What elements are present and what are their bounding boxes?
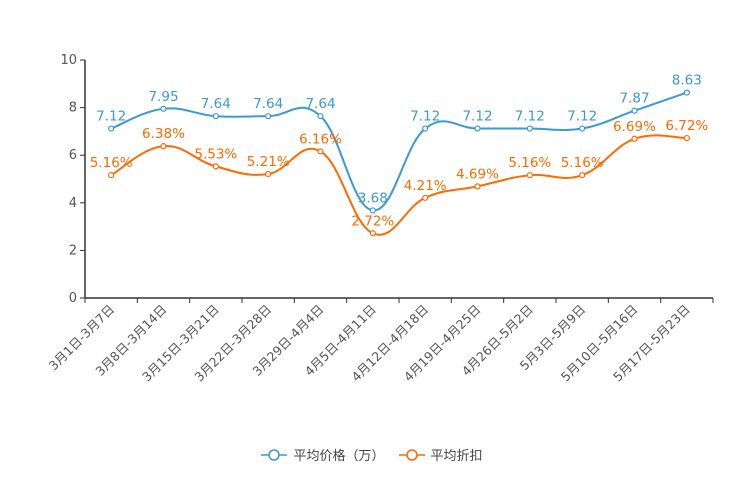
data-point xyxy=(317,113,324,120)
data-point xyxy=(631,135,638,142)
data-label: 6.72% xyxy=(665,118,708,134)
data-point xyxy=(474,183,481,190)
data-point xyxy=(474,125,481,132)
data-point xyxy=(579,172,586,179)
legend-label: 平均折扣 xyxy=(430,449,483,464)
data-point xyxy=(631,107,638,114)
data-label: 5.53% xyxy=(194,146,237,162)
data-point xyxy=(265,170,272,178)
data-point xyxy=(526,172,533,179)
data-point xyxy=(108,125,115,132)
data-label: 7.64 xyxy=(305,96,335,112)
data-label: 7.64 xyxy=(253,96,283,112)
data-point xyxy=(579,125,586,132)
data-label: 7.12 xyxy=(567,109,597,125)
y-tick-label: 4 xyxy=(69,196,77,211)
data-label: 5.16% xyxy=(90,155,133,171)
data-label: 7.12 xyxy=(515,109,545,125)
data-label: 7.12 xyxy=(410,109,440,125)
y-tick-label: 10 xyxy=(60,53,77,68)
y-tick-label: 8 xyxy=(69,101,77,116)
data-point xyxy=(317,148,324,155)
data-label: 5.16% xyxy=(508,155,551,171)
data-point xyxy=(369,230,376,237)
y-tick-label: 2 xyxy=(69,243,77,258)
data-label: 6.38% xyxy=(142,126,185,142)
data-point xyxy=(422,125,429,132)
data-label: 7.12 xyxy=(96,109,126,125)
data-label: 7.64 xyxy=(201,96,231,112)
data-label: 4.69% xyxy=(456,166,499,182)
data-point xyxy=(160,105,167,112)
data-point xyxy=(212,113,219,120)
data-point xyxy=(212,163,219,170)
data-point xyxy=(683,89,690,96)
data-point xyxy=(265,113,272,120)
data-label: 6.69% xyxy=(613,119,656,135)
legend-item-avg-discount[interactable]: 平均折扣 xyxy=(398,445,483,464)
legend: 平均价格（万） 平均折扣 xyxy=(0,445,744,464)
data-label: 7.12 xyxy=(462,109,492,125)
legend-marker-icon xyxy=(261,448,288,461)
data-label: 5.16% xyxy=(561,155,604,171)
data-point xyxy=(160,143,167,150)
legend-marker-icon xyxy=(398,448,425,461)
data-point xyxy=(369,207,376,214)
data-label: 8.63 xyxy=(672,73,702,89)
data-label: 7.95 xyxy=(148,89,178,105)
y-tick-label: 0 xyxy=(69,291,77,306)
y-tick-label: 6 xyxy=(69,148,77,163)
data-point xyxy=(683,134,690,142)
data-label: 4.21% xyxy=(404,178,447,194)
data-point xyxy=(422,194,429,201)
line-chart: 02468103月1日-3月7日3月8日-3月14日3月15日-3月21日3月2… xyxy=(46,53,714,384)
data-label: 5.21% xyxy=(247,154,290,170)
data-label: 6.16% xyxy=(299,131,342,147)
legend-label: 平均价格（万） xyxy=(293,449,385,464)
data-point xyxy=(108,172,115,179)
data-label: 3.68 xyxy=(358,190,388,206)
legend-item-avg-price[interactable]: 平均价格（万） xyxy=(261,445,385,464)
data-label: 7.87 xyxy=(619,91,649,107)
data-label: 2.72% xyxy=(351,213,394,229)
data-point xyxy=(526,125,533,132)
